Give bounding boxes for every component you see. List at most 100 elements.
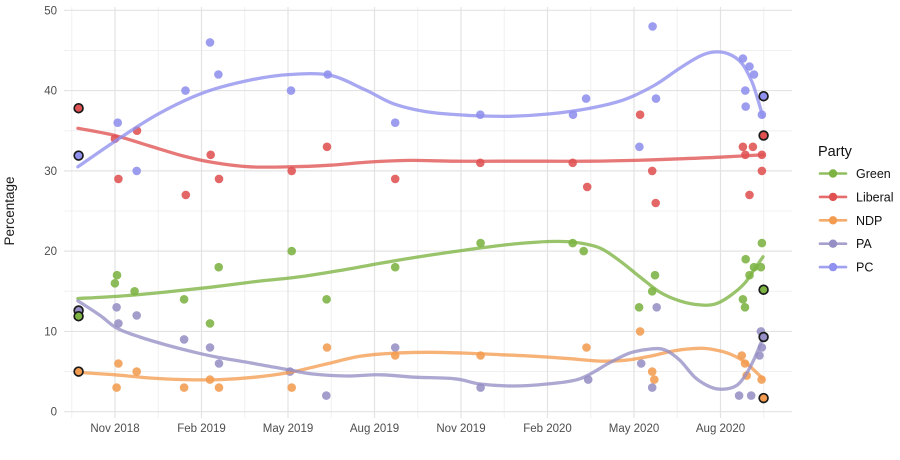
y-tick-label: 0	[51, 407, 57, 419]
legend-item-label: Liberal	[856, 190, 894, 204]
poll-point	[179, 335, 189, 344]
x-tick-label: May 2020	[609, 423, 660, 435]
poll-point	[206, 150, 215, 160]
poll-point	[476, 238, 485, 248]
poll-point	[579, 246, 588, 256]
legend-point-icon	[828, 262, 838, 272]
poll-point	[287, 166, 297, 176]
poll-point	[582, 343, 591, 352]
poll-point	[748, 142, 758, 152]
series-layer	[73, 22, 769, 404]
poll-point	[214, 383, 224, 392]
poll-point	[634, 303, 644, 312]
y-tick-label: 30	[44, 166, 57, 178]
poll-point	[738, 295, 748, 304]
x-tick-label: Feb 2019	[177, 423, 226, 435]
election-result-point-pa	[758, 331, 769, 343]
legend-item-label: PC	[856, 261, 873, 275]
poll-point	[205, 343, 215, 352]
poll-point	[181, 86, 190, 95]
poll-point	[757, 166, 767, 176]
election-result-point-ndp	[73, 366, 84, 377]
poll-point	[647, 383, 657, 392]
poll-point	[114, 359, 123, 368]
poll-point	[635, 327, 645, 336]
x-tick-label: May 2019	[263, 423, 314, 435]
poll-point	[757, 238, 767, 248]
poll-point	[287, 246, 297, 256]
legend: Party Green Liberal NDP PA PC	[818, 144, 894, 275]
poll-point	[322, 391, 331, 400]
poll-point	[745, 190, 754, 200]
poll-point	[214, 359, 224, 368]
poll-points-ndp	[112, 327, 766, 392]
trend-line-green	[76, 239, 765, 307]
poll-point	[749, 70, 759, 79]
election-result-point-liberal	[73, 102, 84, 114]
poll-point	[112, 383, 121, 392]
poll-point	[390, 262, 400, 272]
poll-point	[647, 367, 657, 376]
poll-points-pc	[113, 22, 767, 176]
y-tick-label: 10	[44, 326, 57, 338]
poll-point	[648, 22, 657, 31]
legend-item-label: NDP	[856, 214, 882, 228]
poll-point	[582, 182, 592, 192]
poll-point	[132, 367, 141, 376]
legend-items: Green Liberal NDP PA PC	[818, 167, 894, 275]
trend-line-liberal	[76, 126, 765, 169]
poll-point	[112, 270, 122, 280]
y-tick-label: 20	[44, 246, 57, 258]
gridlines	[64, 7, 792, 418]
y-axis-title: Percentage	[2, 176, 17, 245]
poll-point	[113, 118, 122, 127]
trend-line-pa	[76, 299, 765, 391]
legend-item-pa: PA	[818, 237, 872, 251]
poll-point	[651, 94, 661, 103]
poll-point	[205, 38, 215, 47]
poll-point	[734, 391, 744, 400]
poll-point	[114, 174, 123, 184]
poll-point	[132, 166, 141, 176]
poll-point	[112, 303, 121, 312]
poll-point	[205, 319, 215, 328]
poll-point	[179, 383, 189, 392]
poll-point	[635, 142, 644, 152]
x-tick-label: Nov 2019	[436, 423, 485, 435]
legend-item-pc: PC	[818, 261, 873, 275]
poll-point	[650, 270, 660, 280]
axis-tick-labels: 0 10 20 30 40 50 Nov 2018 Feb 2019 May 2019 Aug 2…	[44, 5, 745, 435]
legend-point-icon	[828, 169, 838, 178]
legend-point-icon	[828, 216, 838, 225]
poll-point	[390, 118, 400, 127]
poll-point	[738, 142, 748, 152]
x-tick-label: Feb 2020	[523, 423, 572, 435]
poll-point	[214, 262, 223, 272]
legend-point-icon	[828, 192, 838, 202]
x-tick-label: Aug 2019	[350, 423, 399, 435]
y-tick-label: 50	[44, 5, 57, 17]
trend-line-pc	[76, 50, 765, 169]
legend-item-label: Green	[856, 167, 891, 181]
poll-points-pa	[112, 303, 767, 400]
poll-point	[390, 343, 400, 352]
poll-point	[581, 94, 591, 103]
poll-point	[647, 166, 657, 176]
poll-point	[287, 383, 297, 392]
poll-point	[214, 174, 224, 184]
poll-point	[651, 198, 660, 208]
poll-point	[635, 110, 645, 119]
election-result-point-green	[758, 284, 769, 295]
poll-point	[181, 190, 191, 200]
poll-point	[652, 303, 661, 312]
election-result-point-liberal	[758, 130, 769, 141]
poll-point	[741, 102, 750, 111]
trend-line-ndp	[76, 346, 765, 382]
poll-point	[390, 174, 400, 184]
poll-point	[740, 303, 750, 312]
legend-item-green: Green	[818, 167, 891, 181]
legend-point-icon	[828, 239, 838, 248]
election-result-point-green	[73, 310, 84, 322]
